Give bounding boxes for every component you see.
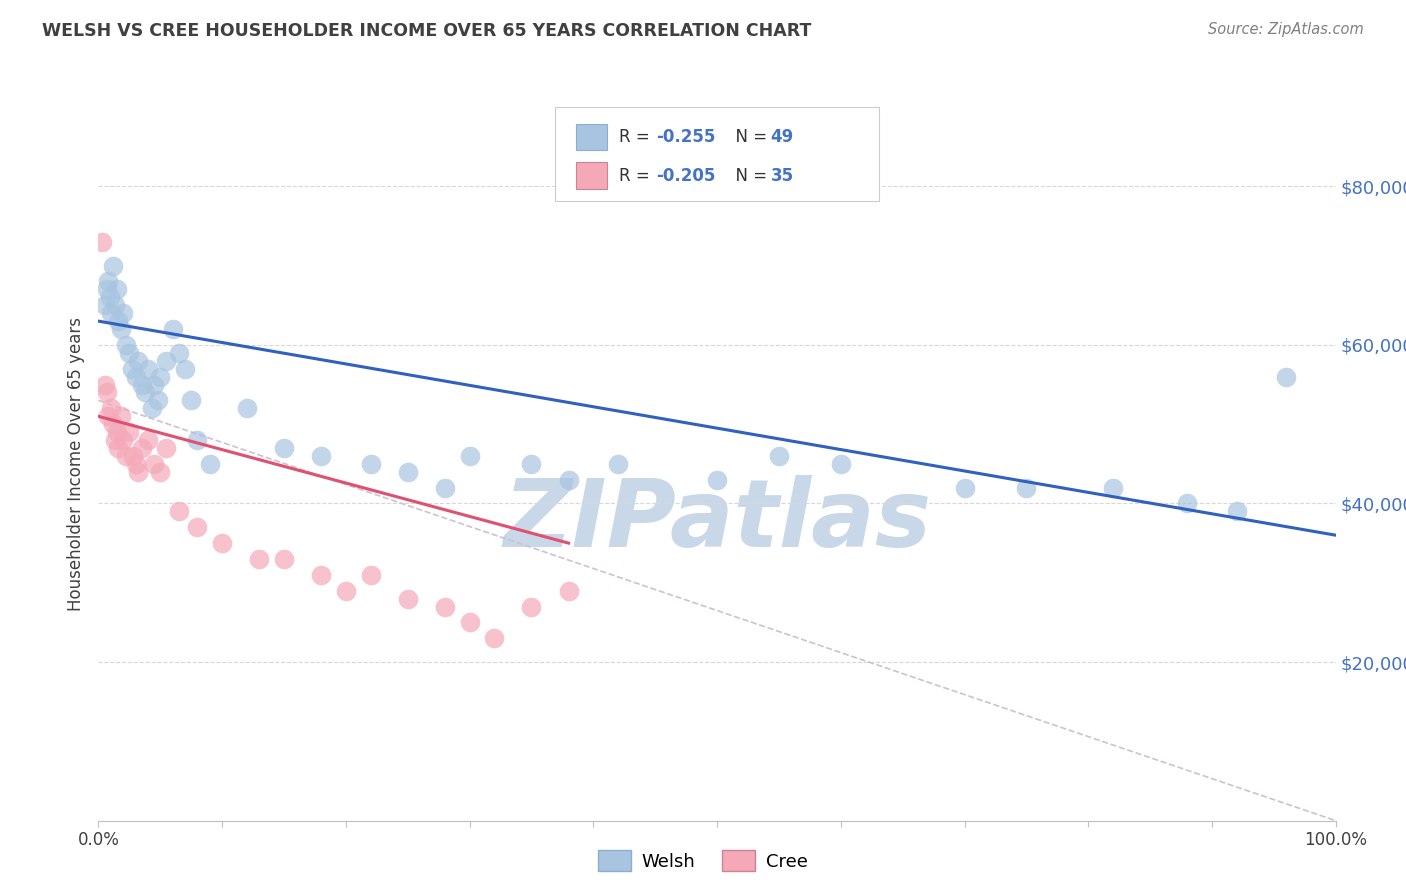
Point: [110, 409, 132, 424]
Point: [953, 481, 976, 495]
Point: [155, 441, 177, 455]
Point: [91, 235, 114, 249]
Point: [211, 536, 233, 550]
Point: [118, 425, 141, 439]
Point: [557, 583, 579, 598]
Point: [335, 583, 357, 598]
Point: [458, 615, 481, 630]
Text: R =: R =: [619, 167, 655, 185]
Point: [706, 473, 728, 487]
Point: [273, 552, 295, 566]
Point: [167, 346, 190, 360]
Point: [124, 369, 146, 384]
Point: [458, 449, 481, 463]
Point: [236, 401, 259, 416]
Text: R =: R =: [619, 128, 655, 146]
Point: [309, 567, 332, 582]
Point: [98, 290, 121, 304]
Point: [143, 377, 166, 392]
Point: [105, 282, 128, 296]
Point: [103, 259, 125, 273]
Point: [131, 377, 153, 392]
Point: [114, 449, 136, 463]
Point: [167, 504, 190, 518]
Point: [146, 393, 169, 408]
Text: WELSH VS CREE HOUSEHOLDER INCOME OVER 65 YEARS CORRELATION CHART: WELSH VS CREE HOUSEHOLDER INCOME OVER 65…: [42, 22, 811, 40]
Point: [136, 433, 159, 447]
Point: [396, 465, 419, 479]
Point: [122, 449, 145, 463]
Point: [141, 401, 163, 416]
Point: [1015, 481, 1038, 495]
Point: [110, 322, 132, 336]
Point: [127, 465, 149, 479]
Point: [607, 457, 630, 471]
Text: 49: 49: [770, 128, 794, 146]
Point: [149, 369, 172, 384]
Point: [484, 632, 506, 646]
Point: [103, 417, 125, 432]
Point: [100, 401, 122, 416]
Point: [433, 599, 456, 614]
Point: [112, 306, 135, 320]
Point: [1275, 369, 1298, 384]
Legend: Welsh, Cree: Welsh, Cree: [591, 843, 815, 879]
Point: [1102, 481, 1125, 495]
Point: [107, 441, 129, 455]
Point: [174, 361, 197, 376]
Point: [768, 449, 790, 463]
Point: [247, 552, 270, 566]
Point: [107, 314, 129, 328]
Point: [180, 393, 202, 408]
Point: [118, 346, 141, 360]
Point: [136, 361, 159, 376]
Point: [114, 338, 136, 352]
Point: [93, 298, 115, 312]
Point: [557, 473, 579, 487]
Point: [396, 591, 419, 606]
Point: [1175, 496, 1198, 510]
Point: [121, 361, 143, 376]
Point: [360, 567, 382, 582]
Point: [134, 385, 156, 400]
Point: [830, 457, 852, 471]
Text: N =: N =: [725, 167, 773, 185]
Point: [162, 322, 184, 336]
Point: [309, 449, 332, 463]
Point: [96, 385, 118, 400]
Point: [520, 599, 543, 614]
Point: [127, 353, 149, 368]
Point: [433, 481, 456, 495]
Point: [93, 377, 115, 392]
Point: [186, 520, 208, 534]
Text: N =: N =: [725, 128, 773, 146]
Point: [105, 425, 128, 439]
Point: [112, 433, 135, 447]
Text: -0.205: -0.205: [657, 167, 716, 185]
Point: [520, 457, 543, 471]
Point: [273, 441, 295, 455]
Point: [186, 433, 208, 447]
Y-axis label: Householder Income Over 65 years: Householder Income Over 65 years: [67, 317, 86, 611]
Point: [131, 441, 153, 455]
Text: -0.255: -0.255: [657, 128, 716, 146]
Point: [198, 457, 221, 471]
Point: [143, 457, 166, 471]
Point: [124, 457, 146, 471]
Point: [1226, 504, 1249, 518]
Text: ZIPatlas: ZIPatlas: [503, 475, 931, 567]
Text: 35: 35: [770, 167, 793, 185]
Text: Source: ZipAtlas.com: Source: ZipAtlas.com: [1208, 22, 1364, 37]
Point: [103, 433, 125, 447]
Point: [100, 306, 122, 320]
Point: [103, 298, 125, 312]
Point: [97, 409, 120, 424]
Point: [149, 465, 172, 479]
Point: [155, 353, 177, 368]
Point: [97, 275, 120, 289]
Point: [96, 282, 118, 296]
Point: [360, 457, 382, 471]
